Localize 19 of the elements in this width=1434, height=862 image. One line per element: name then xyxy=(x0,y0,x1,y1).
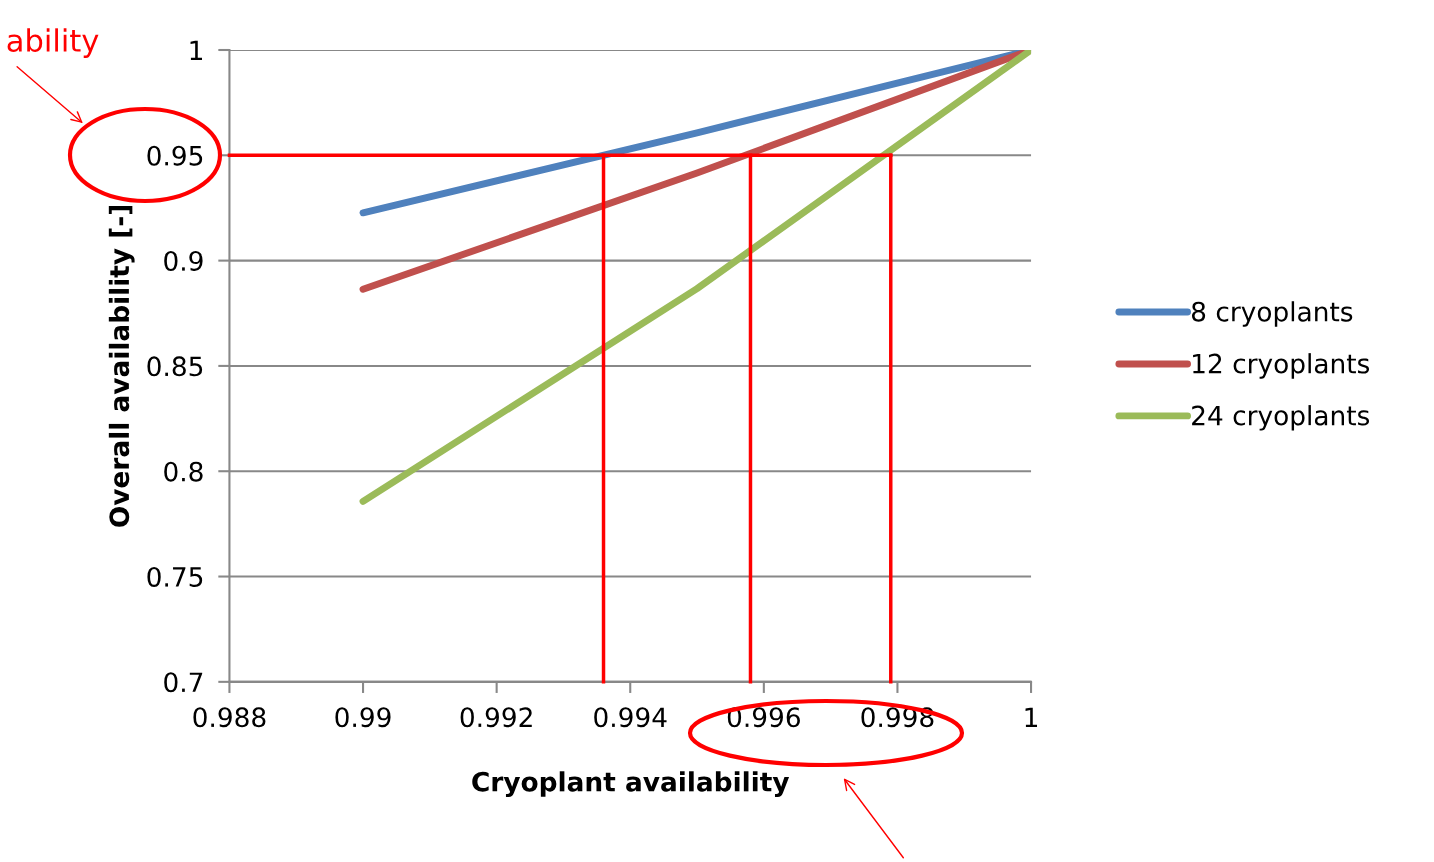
x-tick-label: 1 xyxy=(1025,707,1037,727)
y-tick-label: 0.7 xyxy=(164,672,203,693)
y-tick-label: 0.75 xyxy=(147,566,203,587)
x-axis-title: Cryoplant availability xyxy=(472,771,790,798)
text: ability xyxy=(7,28,99,58)
y-tick-label: 1 xyxy=(190,40,202,61)
legend-label: 24 cryoplants xyxy=(1192,405,1370,431)
x-tick-label: 0.99 xyxy=(335,707,391,728)
legend-label: 12 cryoplants xyxy=(1193,353,1370,379)
x-tick-label: 0.988 xyxy=(193,707,266,728)
y-tick-label: 0.95 xyxy=(147,145,203,166)
y-axis-title: Overall availability [-] xyxy=(108,205,135,527)
legend-label: 8 cryoplants xyxy=(1191,301,1353,327)
y-tick-label: 0.9 xyxy=(164,251,203,272)
x-tick-label: 0.994 xyxy=(594,707,667,728)
x-tick-label: 0.996 xyxy=(727,707,800,728)
y-tick-label: 0.8 xyxy=(164,461,203,482)
y-tick-label: 0.85 xyxy=(147,356,203,377)
x-tick-label: 0.992 xyxy=(460,707,532,728)
